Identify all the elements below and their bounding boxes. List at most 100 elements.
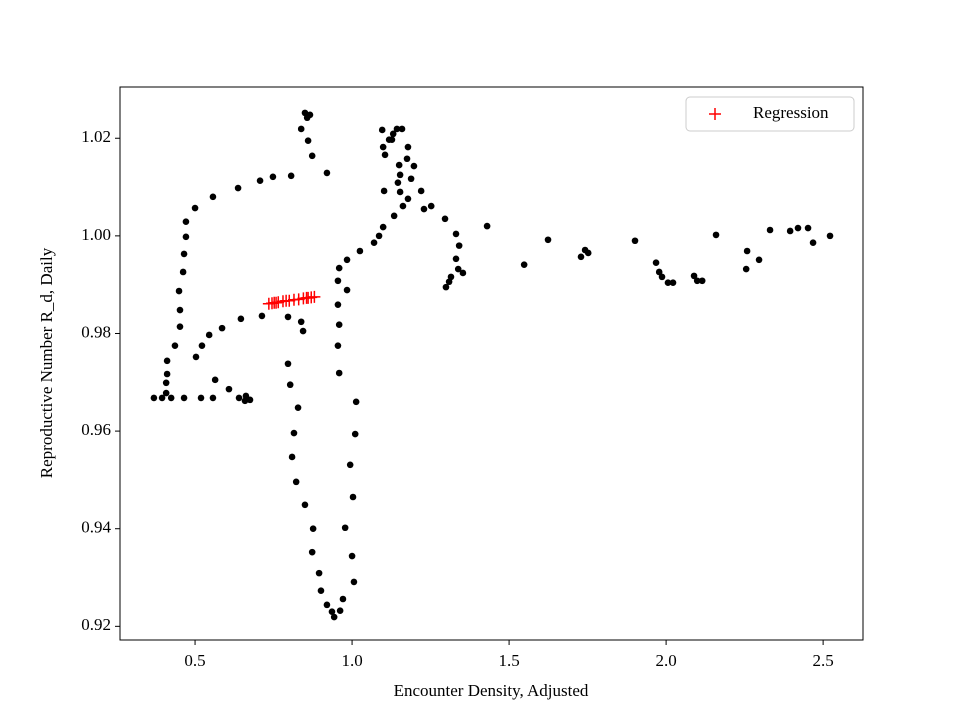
point xyxy=(349,493,357,501)
point xyxy=(198,342,206,349)
point xyxy=(388,136,396,144)
point xyxy=(297,318,305,326)
point xyxy=(171,342,179,349)
point xyxy=(242,392,250,400)
point xyxy=(743,247,751,255)
point xyxy=(655,268,663,276)
point xyxy=(826,232,834,240)
point xyxy=(176,323,184,330)
point xyxy=(343,256,351,264)
point xyxy=(234,184,242,192)
point xyxy=(162,379,170,387)
point xyxy=(410,162,418,170)
point xyxy=(407,175,415,183)
plot-frame xyxy=(119,86,864,641)
x-tick-label: 1.0 xyxy=(341,651,362,670)
point xyxy=(211,376,219,384)
point xyxy=(577,253,585,261)
point xyxy=(191,204,199,212)
point xyxy=(335,369,343,377)
point xyxy=(455,242,463,249)
point xyxy=(380,187,388,195)
point xyxy=(197,394,205,402)
point xyxy=(403,155,411,163)
point xyxy=(755,256,763,264)
point xyxy=(180,394,188,402)
point xyxy=(323,169,331,177)
point xyxy=(162,389,170,397)
point xyxy=(335,321,343,328)
point xyxy=(427,202,435,210)
point xyxy=(287,172,295,180)
point xyxy=(393,125,401,133)
point xyxy=(343,286,351,294)
point xyxy=(404,143,412,151)
point xyxy=(209,193,217,201)
point xyxy=(352,398,360,406)
point xyxy=(375,232,383,240)
point xyxy=(334,342,342,349)
point xyxy=(286,381,294,389)
point xyxy=(150,394,158,402)
point xyxy=(288,453,296,461)
point xyxy=(658,273,666,281)
point xyxy=(379,223,387,231)
point xyxy=(804,224,812,232)
point xyxy=(809,239,817,246)
point xyxy=(246,396,254,404)
point xyxy=(442,283,450,291)
point xyxy=(669,279,677,287)
point xyxy=(396,171,404,179)
point xyxy=(309,525,317,533)
point xyxy=(483,222,491,230)
point xyxy=(766,226,774,234)
point xyxy=(346,461,354,469)
point xyxy=(794,224,802,232)
point xyxy=(693,277,701,285)
point xyxy=(335,264,343,272)
point xyxy=(308,152,316,160)
point xyxy=(786,227,794,235)
point xyxy=(330,613,338,621)
point xyxy=(394,179,402,186)
point xyxy=(304,137,312,144)
y-tick-label: 0.96 xyxy=(81,420,111,439)
point xyxy=(218,324,226,332)
point xyxy=(417,187,425,195)
point xyxy=(348,552,356,560)
point xyxy=(350,578,358,586)
point xyxy=(241,397,249,405)
point xyxy=(258,312,266,320)
point xyxy=(308,548,316,556)
point xyxy=(389,130,397,138)
point xyxy=(334,301,342,308)
point xyxy=(328,608,336,615)
point xyxy=(158,394,166,402)
point xyxy=(209,394,217,402)
point xyxy=(398,125,406,133)
point xyxy=(459,269,467,277)
point xyxy=(323,601,331,609)
point xyxy=(306,111,314,119)
point xyxy=(225,385,233,393)
y-axis-label: Reproductive Number R_d, Daily xyxy=(37,247,56,478)
point xyxy=(399,202,407,210)
point xyxy=(284,313,292,321)
plus-marker xyxy=(308,290,321,303)
point xyxy=(395,161,403,169)
point xyxy=(544,236,552,244)
point xyxy=(652,259,660,267)
point xyxy=(390,212,398,220)
point xyxy=(256,177,264,185)
point xyxy=(712,231,720,239)
legend-box xyxy=(685,96,855,132)
point xyxy=(690,272,698,280)
point xyxy=(192,353,200,361)
y-tick-label: 0.92 xyxy=(81,615,111,634)
point xyxy=(299,327,307,335)
point xyxy=(182,218,190,226)
point xyxy=(452,255,460,263)
point xyxy=(163,370,171,378)
point xyxy=(317,587,325,595)
